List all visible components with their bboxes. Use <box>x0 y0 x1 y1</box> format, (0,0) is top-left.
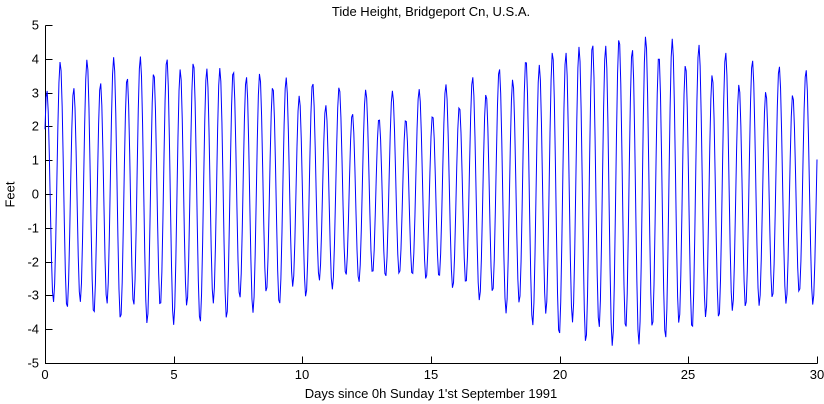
x-tick-label: 15 <box>424 367 438 382</box>
chart-title: Tide Height, Bridgeport Cn, U.S.A. <box>331 4 531 19</box>
y-tick-label: -3 <box>27 288 39 303</box>
y-tick-label: 2 <box>32 119 39 134</box>
x-axis-label: Days since 0h Sunday 1'st September 1991 <box>304 386 558 401</box>
y-tick-label: -5 <box>27 356 39 371</box>
tide-series-line <box>44 36 818 346</box>
y-tick-label: 5 <box>32 18 39 33</box>
x-tick-label: 20 <box>553 367 567 382</box>
y-tick-label: -1 <box>27 221 39 236</box>
x-tick-label: 10 <box>295 367 309 382</box>
y-tick-label: -2 <box>27 255 39 270</box>
y-tick-label: 4 <box>32 52 39 67</box>
x-tick-label: 0 <box>41 367 48 382</box>
x-tick-label: 5 <box>170 367 177 382</box>
y-tick-label: 3 <box>32 86 39 101</box>
x-tick-label: 30 <box>810 367 824 382</box>
x-tick-label: 25 <box>681 367 695 382</box>
axis-frame <box>45 25 818 364</box>
y-tick-label: -4 <box>27 322 39 337</box>
y-tick-label: 1 <box>32 153 39 168</box>
y-axis-label: Feet <box>2 181 18 208</box>
y-tick-label: 0 <box>32 187 39 202</box>
